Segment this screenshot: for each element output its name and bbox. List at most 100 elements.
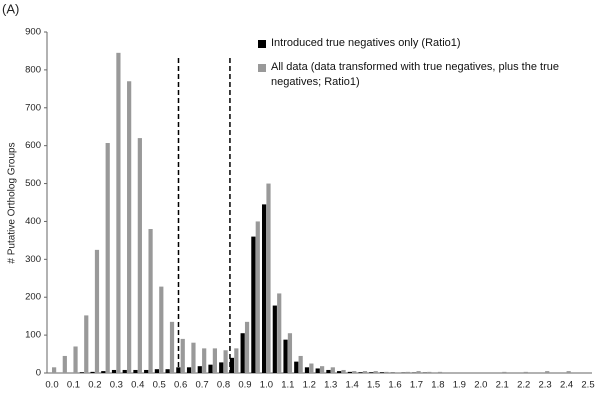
bar [437, 371, 443, 373]
bar [154, 369, 159, 373]
bar [52, 367, 57, 373]
bar [122, 369, 127, 373]
bar [480, 372, 485, 373]
bar [159, 286, 164, 373]
bar [326, 369, 331, 373]
x-tick-label: 1.8 [431, 380, 444, 391]
bar [191, 342, 196, 373]
panel-label: (A) [2, 1, 19, 16]
bar [234, 348, 239, 373]
bar [470, 372, 475, 373]
x-tick-label: 1.9 [453, 380, 466, 391]
x-tick-label: 0.2 [88, 380, 101, 391]
x-tick-label: 0.9 [238, 380, 251, 391]
bar [202, 348, 207, 373]
bar [566, 371, 571, 373]
bar [73, 346, 78, 373]
bar [180, 338, 185, 373]
legend-label: All data (data transformed with true neg… [271, 61, 559, 88]
bar [304, 367, 310, 373]
bar [395, 372, 400, 373]
x-tick-label: 1.3 [324, 380, 337, 391]
bar [358, 372, 363, 373]
x-tick-label: 2.1 [496, 380, 509, 391]
bar [127, 81, 132, 373]
x-tick-label: 2.0 [474, 380, 487, 391]
bar [186, 367, 192, 373]
bar [148, 229, 153, 373]
bar [79, 372, 84, 373]
bar [512, 372, 518, 373]
bar [251, 236, 256, 373]
legend-swatch [258, 40, 266, 48]
bar [277, 293, 282, 373]
legend-label: Introduced true negatives only (Ratio1) [271, 37, 461, 49]
x-tick-label: 2.2 [517, 380, 530, 391]
bar [165, 369, 170, 373]
bar [384, 371, 389, 373]
bar [262, 204, 267, 373]
legend-swatch [258, 64, 266, 72]
x-tick-label: 0.1 [67, 380, 80, 391]
bar [144, 369, 149, 373]
y-tick-label: 100 [25, 330, 41, 341]
bar [208, 364, 213, 373]
x-tick-label: 1.4 [346, 380, 359, 391]
bar [362, 371, 368, 373]
x-tick-label: 2.5 [581, 380, 594, 391]
bar [491, 372, 496, 373]
bar [219, 362, 224, 373]
x-tick-label: 0.4 [131, 380, 144, 391]
x-tick-label: 0.5 [153, 380, 166, 391]
bar [272, 305, 277, 373]
bar [105, 143, 110, 373]
bar [405, 371, 410, 373]
bar [373, 371, 378, 373]
bar [459, 372, 464, 373]
bar [169, 321, 175, 373]
y-tick-label: 600 [25, 140, 41, 151]
bar [244, 321, 250, 373]
bar [379, 372, 385, 373]
x-tick-label: 2.3 [539, 380, 552, 391]
bar [352, 371, 357, 373]
bar [240, 333, 245, 373]
y-tick-label: 300 [25, 254, 41, 265]
bar [555, 372, 561, 373]
y-tick-label: 0 [36, 368, 41, 379]
x-tick-label: 1.7 [410, 380, 423, 391]
x-tick-label: 2.4 [560, 380, 573, 391]
y-tick-label: 700 [25, 102, 41, 113]
bar [266, 183, 271, 373]
bar [223, 350, 228, 373]
y-tick-label: 500 [25, 178, 41, 189]
y-tick-label: 900 [25, 27, 41, 38]
bar [62, 355, 67, 373]
y-tick-label: 200 [25, 292, 41, 303]
x-tick-label: 0.6 [174, 380, 187, 391]
bar [116, 52, 121, 373]
bar [133, 369, 138, 373]
bar [255, 221, 260, 373]
bar [502, 371, 507, 373]
bar [294, 361, 299, 373]
x-tick-label: 1.0 [260, 380, 273, 391]
x-tick-label: 1.1 [281, 380, 294, 391]
x-tick-label: 0.0 [45, 380, 58, 391]
bar [111, 369, 117, 373]
bar [534, 372, 539, 373]
x-tick-label: 1.2 [303, 380, 316, 391]
bar [337, 371, 342, 373]
y-tick-label: 800 [25, 64, 41, 75]
x-tick-label: 0.3 [110, 380, 123, 391]
x-tick-label: 0.7 [195, 380, 208, 391]
bar [315, 368, 320, 373]
bar [347, 371, 352, 373]
bar [84, 315, 89, 373]
bar [90, 371, 95, 373]
bar [369, 372, 374, 373]
bar [330, 367, 335, 373]
y-axis-label: # Putative Ortholog Groups [7, 142, 18, 263]
bar [298, 355, 303, 373]
